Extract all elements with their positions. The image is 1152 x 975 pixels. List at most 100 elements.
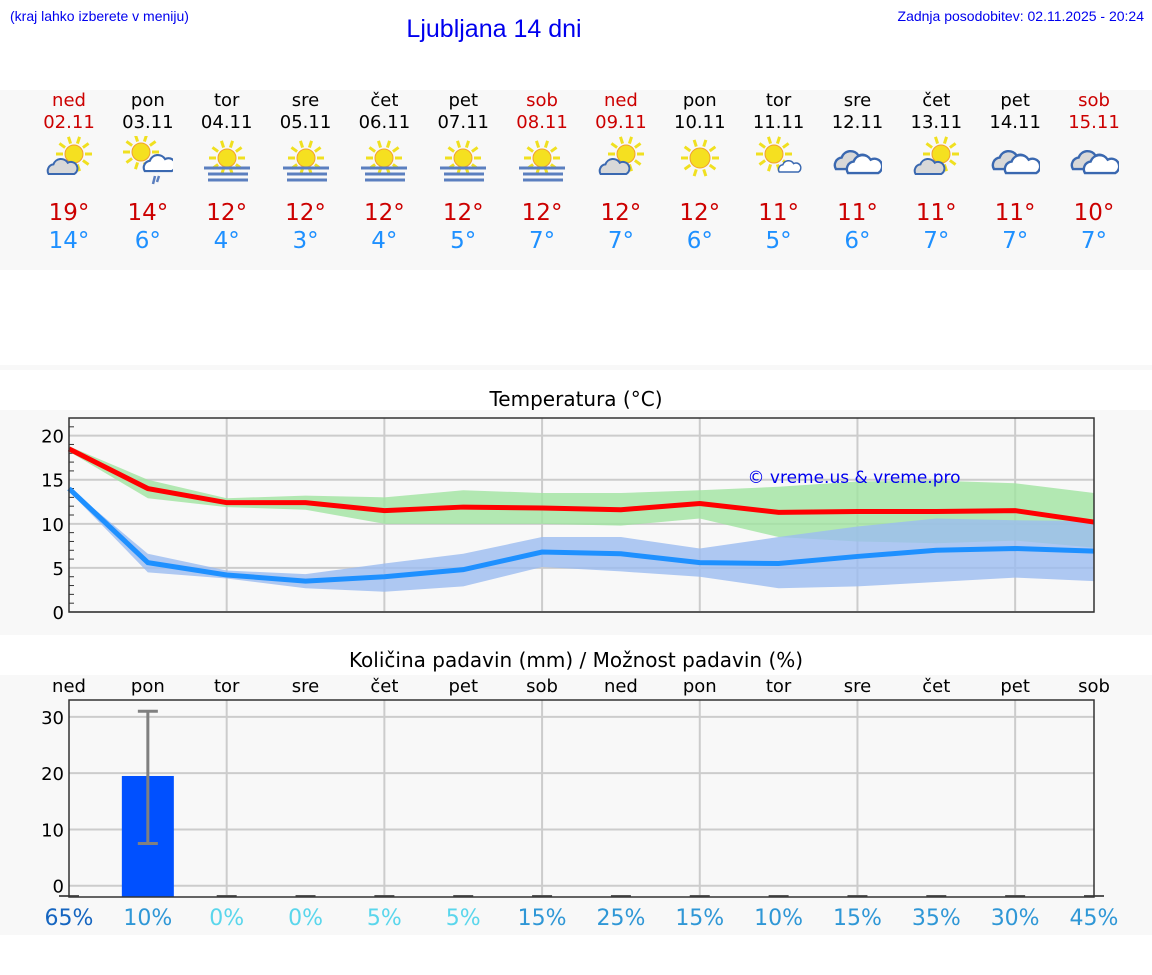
precip-probability: 10% xyxy=(754,906,804,931)
location-menu-hint: (kraj lahko izberete v meniju) xyxy=(10,8,189,24)
cloudy-icon xyxy=(834,149,883,175)
day-column: tor 11.11 11° 5° xyxy=(740,90,818,270)
max-temp: 12° xyxy=(442,200,484,226)
sun-cloud-rain-icon xyxy=(122,136,173,185)
day-name: sob xyxy=(526,90,558,111)
max-temp: 11° xyxy=(994,200,1036,226)
max-temp: 12° xyxy=(363,200,405,226)
precip-probability: 30% xyxy=(990,906,1040,931)
min-temp: 7° xyxy=(923,228,950,254)
precip-probability: 15% xyxy=(675,906,725,931)
day-name: pet xyxy=(1000,90,1030,111)
y-tick-label: 10 xyxy=(41,820,64,841)
precip-day-label: ned xyxy=(603,676,638,697)
divider xyxy=(0,365,1152,370)
precip-day-label: tor xyxy=(765,676,792,697)
max-range-band xyxy=(69,446,1094,548)
day-date: 05.11 xyxy=(279,112,332,133)
temperature-chart-title: Temperatura (°C) xyxy=(489,387,663,411)
precip-day-label: ned xyxy=(52,676,86,697)
precip-probability: 10% xyxy=(123,906,173,931)
day-column: ned 09.11 12° 7° xyxy=(582,90,660,270)
day-name: čet xyxy=(370,90,399,111)
precip-day-label: sre xyxy=(291,676,320,697)
day-column: pet 14.11 11° 7° xyxy=(976,90,1054,270)
max-temp: 11° xyxy=(758,200,799,226)
max-temp: 10° xyxy=(1073,200,1115,226)
watermark: © vreme.us & vreme.pro xyxy=(747,468,960,488)
max-temp: 14° xyxy=(127,200,169,226)
sunny-icon xyxy=(680,139,719,177)
max-temp: 11° xyxy=(837,200,878,226)
day-date: 08.11 xyxy=(516,112,568,133)
min-temp: 3° xyxy=(292,228,319,254)
sun-small-cloud-icon xyxy=(755,136,802,173)
min-temp: 6° xyxy=(686,228,713,254)
day-name: pon xyxy=(130,90,165,111)
y-tick-label: 10 xyxy=(41,515,64,536)
day-name: pon xyxy=(682,90,717,111)
precip-day-label: sre xyxy=(843,676,872,697)
day-name: sre xyxy=(291,90,320,111)
page-title: Ljubljana 14 dni xyxy=(406,15,582,43)
partly-cloudy-icon xyxy=(598,136,644,176)
precipitation-chart: 0 10 20 30 xyxy=(41,699,1104,898)
precip-day-label: sob xyxy=(1078,676,1110,697)
max-temp: 12° xyxy=(285,200,326,226)
day-date: 04.11 xyxy=(200,112,253,133)
y-tick-label: 20 xyxy=(41,427,64,448)
sun-fog-icon xyxy=(519,140,566,182)
min-temp: 6° xyxy=(134,228,161,254)
temperature-panel: 0 5 10 15 20 © vreme.us & vreme.pro xyxy=(0,410,1152,635)
plot-frame xyxy=(68,417,1095,613)
precip-probability: 5% xyxy=(366,906,402,931)
precip-day-label: čet xyxy=(922,676,951,697)
y-tick-label: 0 xyxy=(53,603,64,624)
y-tick-label: 20 xyxy=(41,764,64,785)
day-date: 03.11 xyxy=(122,112,174,133)
y-tick-label: 30 xyxy=(41,708,64,729)
sun-fog-icon xyxy=(282,140,329,182)
day-column: sre 12.11 11° 6° xyxy=(818,90,896,270)
precip-probability: 45% xyxy=(1069,906,1119,931)
day-date: 11.11 xyxy=(752,112,805,133)
min-temp: 5° xyxy=(765,228,792,254)
temperature-chart: 0 5 10 15 20 © vreme.us & vreme.pro xyxy=(41,417,1095,624)
precip-probability: 25% xyxy=(596,906,646,931)
day-column: tor 04.11 12° 4° xyxy=(188,90,266,270)
day-column: pon 10.11 12° 6° xyxy=(661,90,739,270)
max-temp: 12° xyxy=(600,200,642,226)
day-name: tor xyxy=(765,90,792,111)
day-column: čet 06.11 12° 4° xyxy=(345,90,423,270)
precip-probability: 0% xyxy=(288,906,323,931)
day-column: pon 03.11 14° 6° xyxy=(109,90,187,270)
day-name: tor xyxy=(213,90,240,111)
day-column: pet 07.11 12° 5° xyxy=(424,90,502,270)
partly-cloudy-icon xyxy=(914,136,960,176)
min-temp: 7° xyxy=(607,228,634,254)
day-column: sre 05.11 12° 3° xyxy=(267,90,345,270)
max-temp: 12° xyxy=(679,200,721,226)
y-tick-label: 5 xyxy=(53,559,64,580)
min-range-band xyxy=(69,487,1094,592)
day-date: 15.11 xyxy=(1068,112,1120,133)
day-name: ned xyxy=(52,90,86,111)
precip-probability: 0% xyxy=(209,906,245,931)
day-date: 10.11 xyxy=(674,112,726,133)
min-temp: 4° xyxy=(371,228,398,254)
min-temp-line xyxy=(67,486,1095,584)
day-date: 09.11 xyxy=(595,112,647,133)
precipitation-chart-title: Količina padavin (mm) / Možnost padavin … xyxy=(348,648,804,672)
precip-probability: 65% xyxy=(44,906,94,931)
precip-probability: 5% xyxy=(445,906,481,931)
day-name: sob xyxy=(1078,90,1110,111)
sun-fog-icon xyxy=(440,140,487,182)
day-name: sre xyxy=(843,90,872,111)
day-date: 12.11 xyxy=(831,112,884,133)
min-temp: 6° xyxy=(844,228,871,254)
min-temp: 4° xyxy=(213,228,240,254)
min-temp: 7° xyxy=(1080,228,1108,254)
max-temp: 11° xyxy=(915,200,957,226)
precip-probability: 35% xyxy=(911,906,961,931)
sun-fog-icon xyxy=(203,140,250,182)
